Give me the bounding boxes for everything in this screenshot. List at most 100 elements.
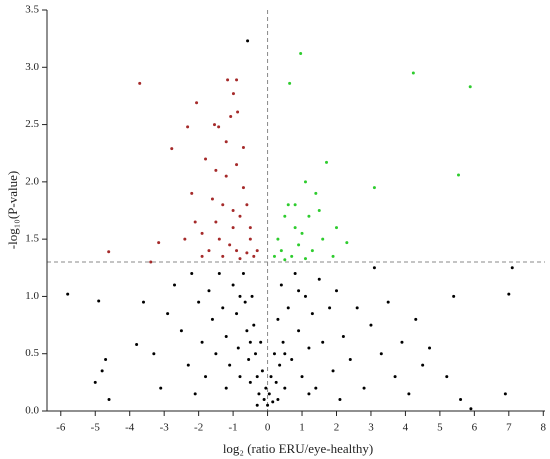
data-point [107, 250, 111, 254]
data-point [135, 343, 139, 347]
data-point [411, 71, 415, 75]
data-point [238, 214, 242, 218]
data-point [224, 174, 228, 178]
data-point [428, 346, 432, 350]
data-point [204, 157, 208, 161]
data-point [283, 214, 287, 218]
data-point [452, 294, 456, 298]
data-point [379, 352, 383, 356]
data-point [297, 289, 301, 293]
x-tick-label: 0 [265, 422, 271, 434]
data-point [107, 398, 111, 402]
data-point [248, 380, 252, 384]
x-tick-label: 7 [506, 422, 512, 434]
data-point [245, 203, 249, 207]
data-point [204, 375, 208, 379]
data-point [197, 300, 201, 304]
data-point [255, 249, 259, 253]
data-point [355, 306, 359, 310]
data-point [257, 392, 261, 396]
data-point [272, 352, 276, 356]
data-point [314, 386, 318, 390]
data-point [214, 168, 218, 172]
data-point [317, 209, 321, 212]
data-point [243, 300, 247, 304]
data-point [281, 340, 285, 344]
data-point [104, 357, 108, 361]
data-point [303, 257, 307, 261]
data-point [235, 163, 239, 167]
data-point [334, 289, 338, 293]
data-point [245, 329, 249, 333]
data-point [254, 352, 258, 356]
data-point [325, 160, 329, 164]
data-point [259, 340, 263, 344]
data-point [283, 386, 287, 390]
data-point [362, 386, 366, 390]
y-tick-label: 1.0 [25, 290, 39, 302]
data-point [235, 312, 239, 316]
data-point [241, 145, 245, 149]
data-point [252, 323, 256, 327]
data-point [149, 260, 153, 264]
data-point [293, 272, 297, 276]
data-point [228, 363, 232, 367]
data-point [193, 392, 197, 396]
data-point [221, 254, 225, 258]
data-point [307, 346, 311, 350]
data-point [456, 173, 460, 177]
data-point [297, 243, 301, 247]
data-point [231, 209, 235, 212]
data-point [290, 357, 294, 361]
data-point [274, 380, 278, 384]
data-point [307, 214, 311, 218]
data-point [250, 294, 254, 298]
data-point [400, 340, 404, 344]
y-tick-label: 0.5 [25, 347, 39, 359]
data-point [283, 258, 287, 262]
data-point [369, 323, 373, 327]
data-point [214, 352, 218, 356]
data-point [97, 299, 101, 303]
data-point [503, 392, 507, 396]
data-point [331, 254, 335, 258]
data-point [246, 39, 250, 43]
data-point [510, 266, 514, 270]
x-tick-label: 8 [541, 422, 547, 434]
data-point [286, 203, 290, 207]
data-point [300, 231, 304, 235]
data-point [331, 369, 335, 373]
data-point [224, 140, 228, 144]
data-point [314, 191, 318, 195]
data-point [217, 237, 221, 241]
data-point [207, 289, 211, 293]
data-point [173, 283, 177, 287]
data-point [193, 220, 197, 224]
y-tick-label: 2.0 [25, 175, 39, 187]
data-point [152, 352, 156, 356]
data-point [238, 294, 242, 298]
data-point [345, 241, 349, 245]
y-axis-label: -log₁₀(P-value) [5, 171, 20, 249]
data-point [459, 398, 463, 402]
data-point [200, 340, 204, 344]
data-point [310, 312, 314, 316]
data-point [231, 92, 235, 96]
data-point [267, 392, 271, 396]
data-point [217, 125, 221, 129]
data-point [186, 125, 190, 129]
data-point [238, 257, 242, 261]
data-point [235, 78, 239, 82]
data-point [286, 306, 290, 310]
data-point [236, 346, 240, 350]
data-point [224, 335, 228, 339]
data-point [183, 237, 187, 241]
data-point [207, 249, 211, 253]
data-point [157, 241, 161, 245]
data-point [269, 375, 273, 379]
x-tick-label: 3 [368, 422, 374, 434]
data-point [321, 340, 325, 344]
data-point [200, 254, 204, 258]
data-point [221, 306, 225, 310]
